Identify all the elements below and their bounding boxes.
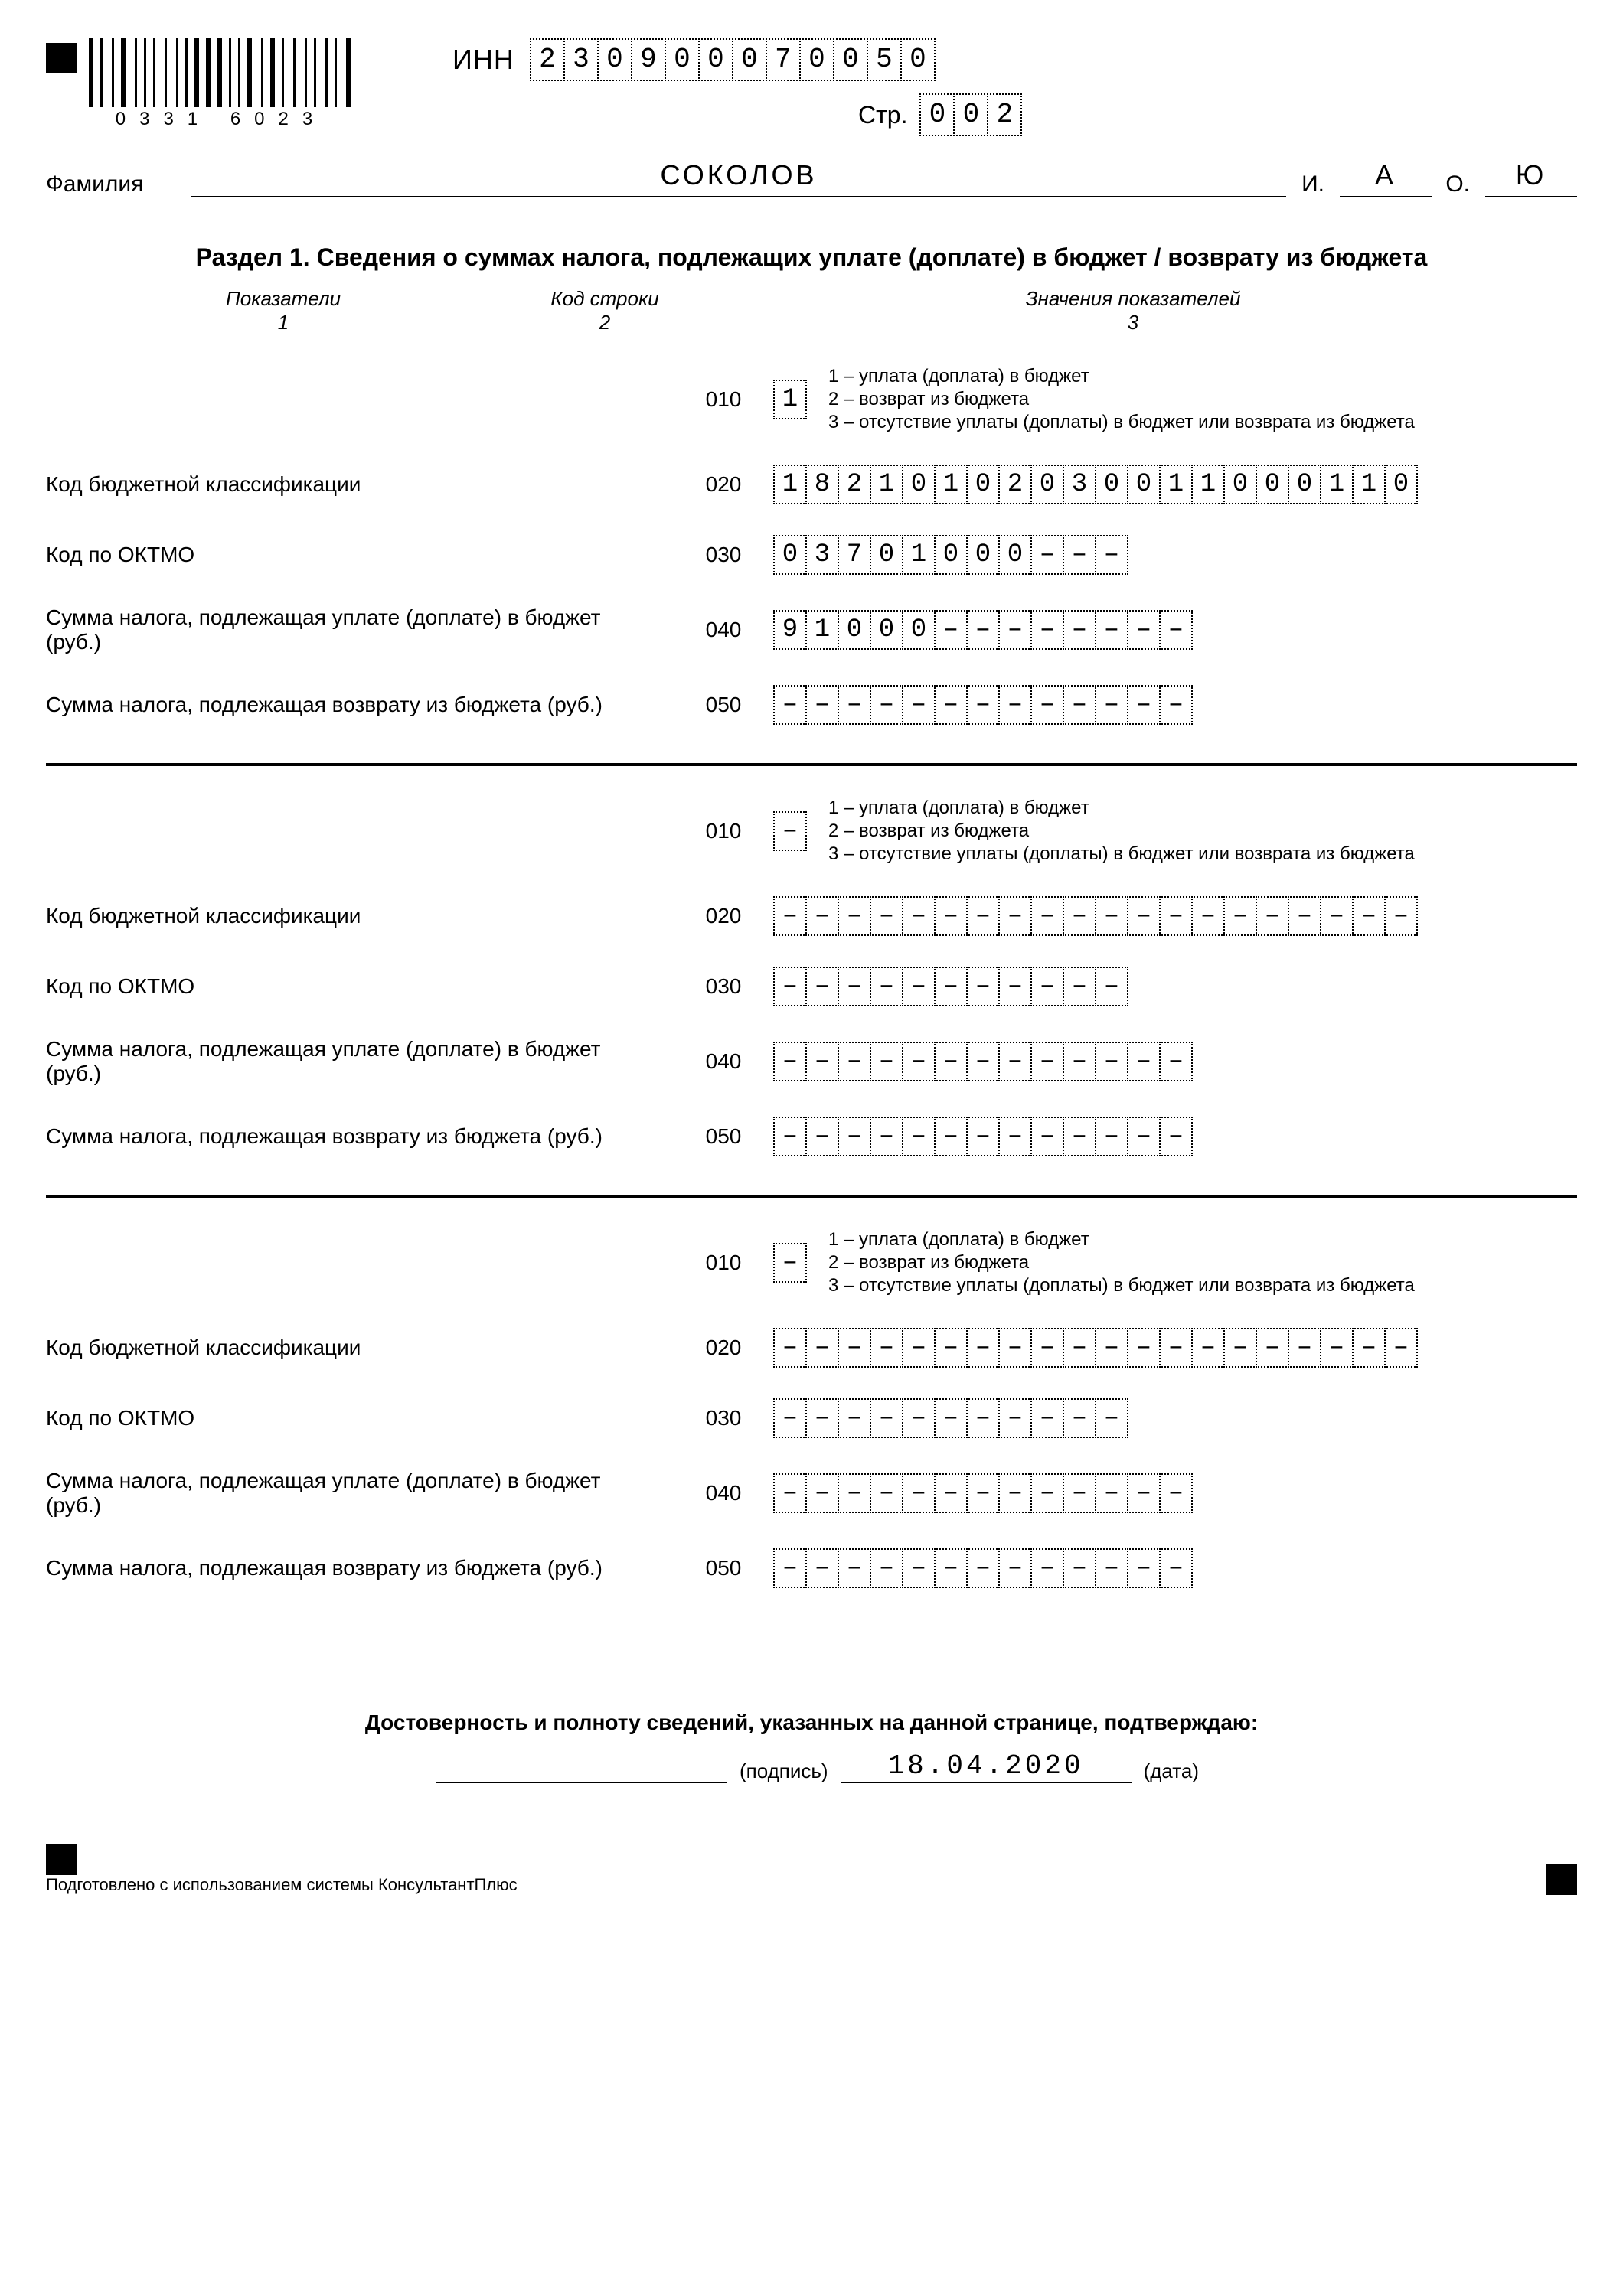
form-row: Сумма налога, подлежащая уплате (доплате…: [46, 1037, 1577, 1086]
legend: 1 – уплата (доплата) в бюджет2 – возврат…: [828, 365, 1415, 434]
col3-header: Значения показателей: [1026, 287, 1241, 310]
form-row: Код бюджетной классификации020––––––––––…: [46, 896, 1577, 936]
legend: 1 – уплата (доплата) в бюджет2 – возврат…: [828, 1228, 1415, 1297]
row-label: Сумма налога, подлежащая возврату из бюд…: [46, 1556, 674, 1580]
page-value: 002: [919, 93, 1020, 136]
row-value: –––––––––––––: [773, 1042, 1577, 1081]
row-value: –––––––––––––: [773, 685, 1577, 725]
row-label: Код по ОКТМО: [46, 1406, 674, 1430]
block-divider: [46, 1195, 1577, 1198]
form-row: Сумма налога, подлежащая уплате (доплате…: [46, 605, 1577, 654]
date-value: 18.04.2020: [888, 1750, 1084, 1782]
form-page: 0331 6023 ИНН 230900070050 Стр. 002 Фами…: [0, 0, 1623, 1926]
row-value: ––––––––––––––––––––: [773, 896, 1577, 936]
initial-o-label: О.: [1432, 171, 1470, 197]
row-label: Код бюджетной классификации: [46, 904, 674, 928]
row-010-code: 010: [674, 1251, 773, 1275]
row-value: –––––––––––––: [773, 1548, 1577, 1588]
row-label: Сумма налога, подлежащая возврату из бюд…: [46, 693, 674, 717]
form-row: Код по ОКТМО030–––––––––––: [46, 967, 1577, 1006]
row-label: Сумма налога, подлежащая возврату из бюд…: [46, 1124, 674, 1149]
row-code: 030: [674, 543, 773, 567]
footer-row: Подготовлено с использованием системы Ко…: [46, 1844, 1577, 1895]
row-code: 040: [674, 1481, 773, 1505]
row-code: 030: [674, 974, 773, 999]
inn-block: ИНН 230900070050: [452, 38, 1577, 81]
inn-label: ИНН: [452, 44, 514, 76]
form-row: Сумма налога, подлежащая уплате (доплате…: [46, 1469, 1577, 1518]
barcode: 0331 6023: [89, 38, 353, 130]
row-code: 040: [674, 1049, 773, 1074]
row-010-code: 010: [674, 387, 773, 412]
barcode-digits: 0331 6023: [89, 109, 353, 130]
legend: 1 – уплата (доплата) в бюджет2 – возврат…: [828, 797, 1415, 866]
footer-note: Подготовлено с использованием системы Ко…: [46, 1875, 518, 1895]
section-title: Раздел 1. Сведения о суммах налога, подл…: [46, 243, 1577, 272]
surname-value: СОКОЛОВ: [660, 159, 817, 191]
page-number-block: Стр. 002: [858, 93, 1577, 136]
row-code: 020: [674, 904, 773, 928]
confirm-title: Достоверность и полноту сведений, указан…: [46, 1711, 1577, 1735]
block-divider: [46, 763, 1577, 766]
form-row: Сумма налога, подлежащая возврату из бюд…: [46, 1548, 1577, 1588]
row-label: Код бюджетной классификации: [46, 472, 674, 497]
row-value: –––––––––––: [773, 967, 1577, 1006]
row-code: 050: [674, 1556, 773, 1580]
col2-header: Код строки: [550, 287, 658, 310]
form-row: Код бюджетной классификации0201821010203…: [46, 465, 1577, 504]
signature-label: (подпись): [740, 1760, 828, 1783]
signature-line: [436, 1782, 727, 1783]
row-label: Код по ОКТМО: [46, 974, 674, 999]
form-row: Код по ОКТМО030–––––––––––: [46, 1398, 1577, 1438]
initial-i-value: А: [1375, 159, 1396, 191]
row-code: 050: [674, 1124, 773, 1149]
row-label: Сумма налога, подлежащая уплате (доплате…: [46, 605, 674, 654]
row-value: –––––––––––: [773, 1398, 1577, 1438]
blocks-container: 01011 – уплата (доплата) в бюджет2 – воз…: [46, 365, 1577, 1588]
confirmation-block: Достоверность и полноту сведений, указан…: [46, 1711, 1577, 1783]
row-code: 020: [674, 472, 773, 497]
form-row: Сумма налога, подлежащая возврату из бюд…: [46, 1117, 1577, 1156]
corner-marker-bottom-left: [46, 1844, 77, 1875]
form-row: Код по ОКТМО03003701000–––: [46, 535, 1577, 575]
inn-value: 230900070050: [530, 38, 934, 81]
corner-marker-top-left: [46, 43, 77, 73]
row-code: 050: [674, 693, 773, 717]
row-code: 020: [674, 1336, 773, 1360]
corner-marker-bottom-right: [1546, 1864, 1577, 1895]
name-row: Фамилия СОКОЛОВ И. А О. Ю: [46, 159, 1577, 197]
header: 0331 6023 ИНН 230900070050 Стр. 002: [46, 38, 1577, 136]
col1-header: Показатели: [226, 287, 341, 310]
row-label: Сумма налога, подлежащая уплате (доплате…: [46, 1469, 674, 1518]
column-headers: Показатели1 Код строки2 Значения показат…: [46, 287, 1577, 334]
initial-o-value: Ю: [1516, 159, 1546, 191]
form-row: Сумма налога, подлежащая возврату из бюд…: [46, 685, 1577, 725]
row-value: 18210102030011000110: [773, 465, 1577, 504]
row-010-code: 010: [674, 819, 773, 843]
surname-label: Фамилия: [46, 171, 191, 197]
row-code: 040: [674, 618, 773, 642]
page-label: Стр.: [858, 101, 907, 129]
row-value: 91000––––––––: [773, 610, 1577, 650]
row-value: 03701000–––: [773, 535, 1577, 575]
row-value: ––––––––––––––––––––: [773, 1328, 1577, 1368]
row-code: 030: [674, 1406, 773, 1430]
row-label: Код по ОКТМО: [46, 543, 674, 567]
date-line: 18.04.2020: [841, 1750, 1132, 1783]
date-label: (дата): [1144, 1760, 1199, 1783]
row-value: –––––––––––––: [773, 1117, 1577, 1156]
row-label: Сумма налога, подлежащая уплате (доплате…: [46, 1037, 674, 1086]
row-label: Код бюджетной классификации: [46, 1336, 674, 1360]
form-row: Код бюджетной классификации020––––––––––…: [46, 1328, 1577, 1368]
initial-i-label: И.: [1286, 171, 1324, 197]
row-value: –––––––––––––: [773, 1473, 1577, 1513]
